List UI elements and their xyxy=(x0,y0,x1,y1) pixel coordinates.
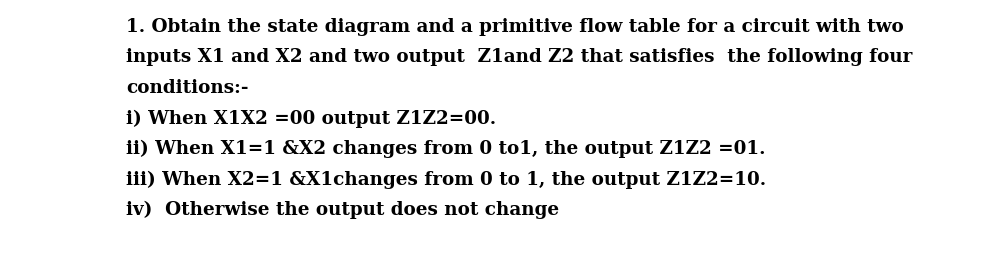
Text: iii) When X2=1 &X1changes from 0 to 1, the output Z1Z2=10.: iii) When X2=1 &X1changes from 0 to 1, t… xyxy=(126,170,766,189)
Text: conditions:-: conditions:- xyxy=(126,79,249,97)
Text: iv)  Otherwise the output does not change: iv) Otherwise the output does not change xyxy=(126,201,559,219)
Text: inputs X1 and X2 and two output  Z1and Z2 that satisfies  the following four: inputs X1 and X2 and two output Z1and Z2… xyxy=(126,49,912,67)
Text: ii) When X1=1 &X2 changes from 0 to1, the output Z1Z2 =01.: ii) When X1=1 &X2 changes from 0 to1, th… xyxy=(126,140,765,158)
Text: 1. Obtain the state diagram and a primitive flow table for a circuit with two: 1. Obtain the state diagram and a primit… xyxy=(126,18,904,36)
Text: i) When X1X2 =00 output Z1Z2=00.: i) When X1X2 =00 output Z1Z2=00. xyxy=(126,109,496,128)
